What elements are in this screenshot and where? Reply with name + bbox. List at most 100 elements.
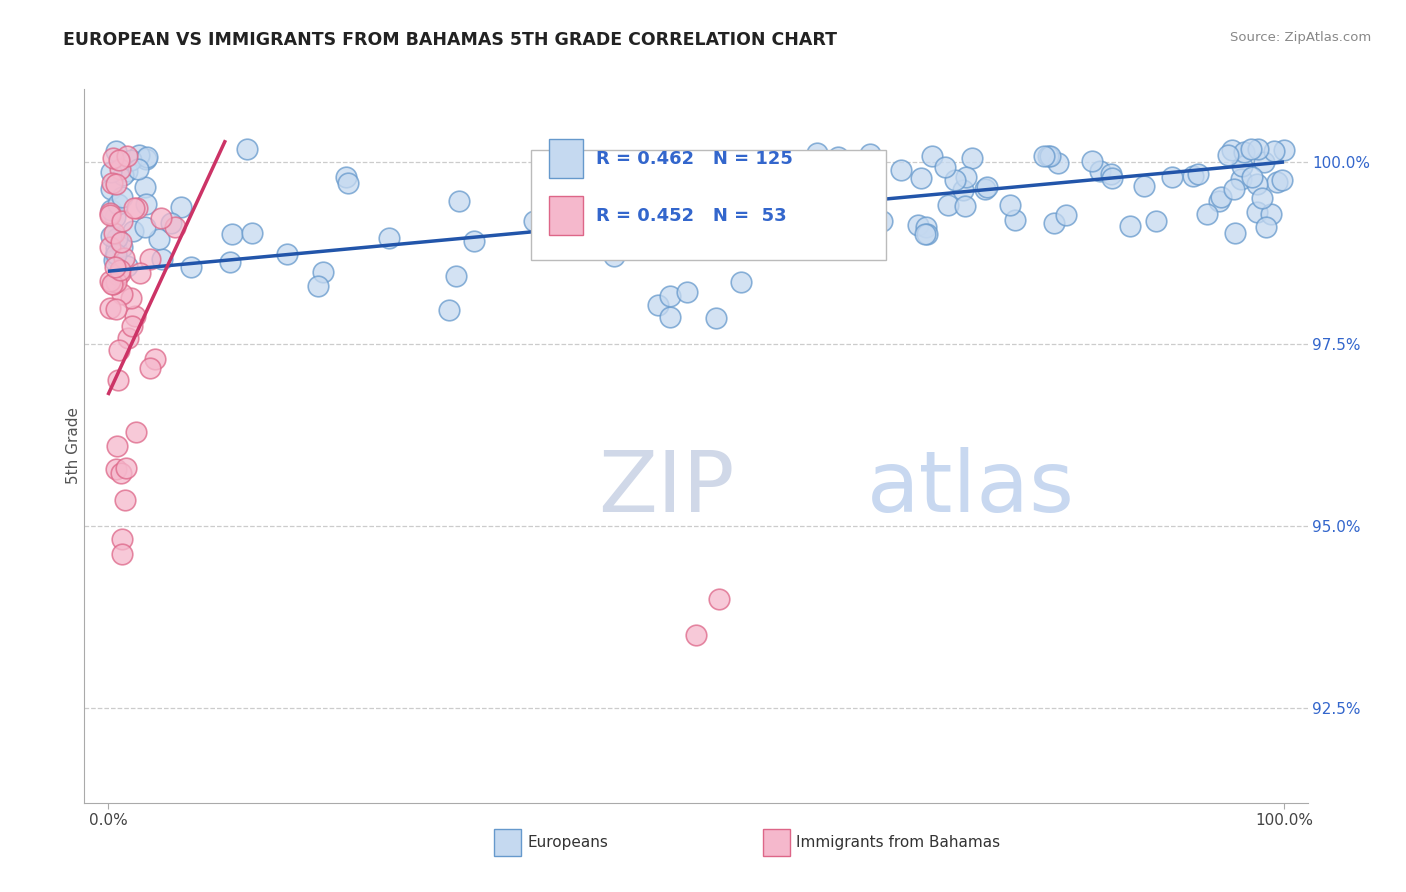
Point (1240, 142, 1263, 156)
Text: Immigrants from Bahamas: Immigrants from Bahamas (796, 835, 1001, 850)
Point (845, 166, 868, 180)
Point (1271, 172, 1294, 186)
Point (122, 201, 145, 215)
Point (1032, 149, 1054, 163)
Point (108, 267, 131, 281)
Point (103, 277, 125, 292)
Point (111, 190, 134, 204)
Point (336, 176, 359, 190)
Point (98, 240, 121, 254)
Point (1246, 142, 1268, 156)
Point (108, 343, 131, 357)
Point (685, 628, 707, 642)
Point (114, 492, 136, 507)
Point (108, 263, 131, 277)
Point (1133, 179, 1156, 194)
Point (1101, 170, 1123, 185)
Point (915, 220, 938, 235)
Point (149, 211, 172, 226)
Point (104, 247, 127, 261)
Point (647, 298, 669, 312)
Point (709, 591, 731, 606)
Point (100, 301, 122, 316)
Point (276, 246, 298, 260)
FancyBboxPatch shape (550, 139, 583, 178)
Point (135, 197, 157, 211)
Point (105, 230, 128, 244)
Point (105, 178, 128, 192)
Point (114, 460, 136, 475)
Point (998, 198, 1021, 212)
Point (111, 214, 134, 228)
Point (610, 166, 633, 180)
Point (659, 310, 682, 325)
Point (1036, 149, 1059, 163)
Point (1208, 194, 1230, 208)
Point (1182, 169, 1205, 183)
Point (1039, 149, 1062, 163)
Text: atlas: atlas (868, 447, 1076, 531)
Point (170, 200, 193, 214)
Point (101, 277, 124, 291)
Point (117, 148, 139, 162)
Point (682, 236, 704, 251)
Point (682, 213, 704, 227)
Point (150, 252, 173, 267)
Point (105, 145, 128, 159)
Point (125, 201, 148, 215)
Point (523, 213, 546, 227)
Text: ZIP: ZIP (598, 447, 734, 531)
Point (115, 259, 138, 273)
Point (221, 227, 243, 241)
Point (449, 194, 471, 209)
Point (943, 172, 966, 186)
Point (165, 220, 187, 235)
Point (129, 266, 152, 280)
Point (1272, 143, 1295, 157)
Point (107, 268, 129, 282)
Point (135, 150, 157, 164)
Point (742, 186, 765, 200)
Point (127, 161, 149, 176)
Point (1222, 182, 1244, 196)
Point (936, 198, 959, 212)
Point (160, 216, 183, 230)
Point (111, 169, 134, 183)
Point (111, 240, 134, 254)
Point (128, 148, 150, 162)
Point (110, 235, 132, 250)
Point (240, 226, 263, 240)
Point (1220, 144, 1243, 158)
Point (934, 160, 956, 174)
Point (1004, 212, 1026, 227)
Point (122, 224, 145, 238)
Point (827, 150, 849, 164)
Point (1253, 154, 1275, 169)
Point (115, 164, 138, 178)
Point (463, 234, 485, 248)
Point (962, 151, 984, 165)
Point (120, 291, 142, 305)
Point (110, 467, 132, 481)
Point (890, 162, 912, 177)
Point (100, 202, 122, 217)
Text: Europeans: Europeans (527, 835, 607, 850)
Point (859, 147, 882, 161)
Point (921, 149, 943, 163)
Point (907, 218, 929, 232)
Point (121, 318, 143, 333)
Point (446, 268, 468, 283)
Point (953, 199, 976, 213)
Point (111, 547, 134, 561)
FancyBboxPatch shape (531, 150, 886, 260)
Point (1099, 167, 1122, 181)
Point (1046, 156, 1069, 170)
Point (1250, 191, 1272, 205)
Point (134, 220, 156, 235)
Point (104, 462, 127, 476)
Point (1230, 159, 1253, 173)
Point (1218, 148, 1240, 162)
Point (117, 331, 139, 345)
Point (651, 186, 673, 201)
Point (120, 153, 142, 168)
